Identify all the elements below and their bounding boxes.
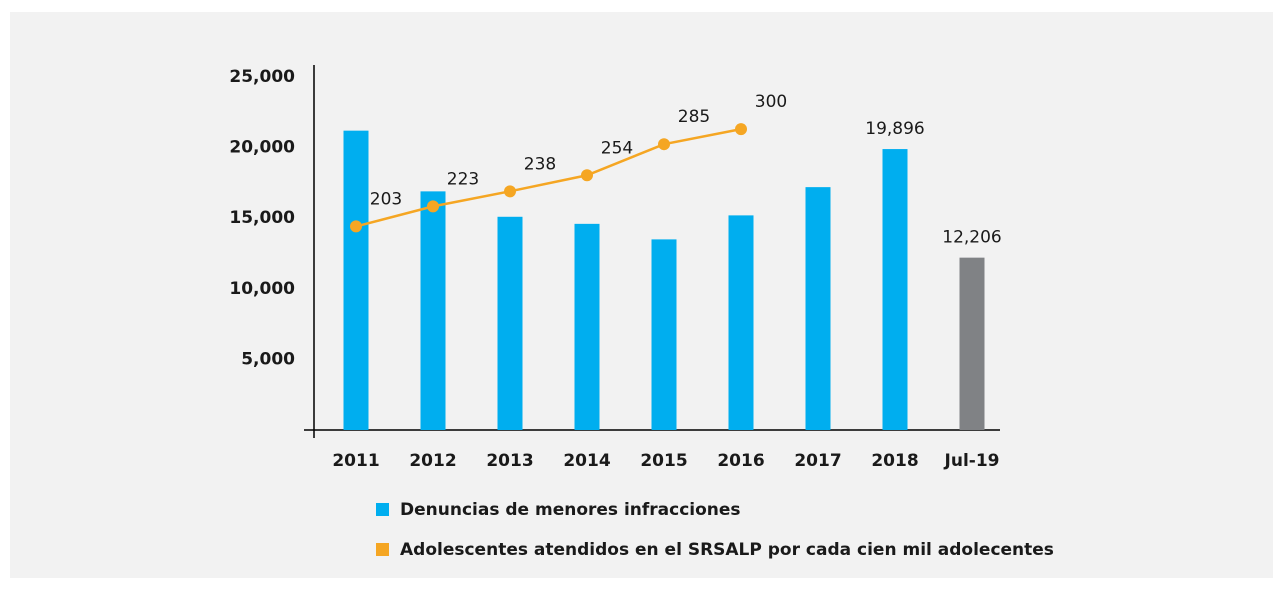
legend-label: Adolescentes atendidos en el SRSALP por … — [400, 540, 1054, 560]
panel — [10, 12, 1273, 578]
y-tick-label: 15,000 — [229, 208, 295, 228]
legend-swatch — [376, 503, 389, 516]
line-point — [735, 123, 747, 136]
x-tick-label: 2014 — [563, 451, 610, 471]
data-label: 238 — [524, 154, 556, 174]
line — [355, 127, 742, 228]
data-label: 19,896 — [865, 119, 924, 139]
x-tick-label: 2018 — [871, 451, 918, 471]
y-tick-label: 10,000 — [229, 279, 295, 299]
bar — [882, 149, 908, 430]
y-tick-label: 25,000 — [229, 67, 295, 87]
line-point — [581, 169, 593, 182]
bar — [959, 257, 985, 430]
data-label: 300 — [755, 92, 787, 112]
x-tick-label: 2013 — [486, 451, 533, 471]
bar — [728, 215, 754, 430]
x-tick-label: Jul-19 — [944, 451, 1000, 471]
bar — [651, 239, 677, 430]
bar — [574, 223, 600, 430]
bar — [343, 130, 369, 430]
y-tick-label: 5,000 — [241, 349, 295, 369]
line-point — [427, 200, 439, 213]
y-tick-label: 20,000 — [229, 138, 295, 158]
data-label: 285 — [678, 107, 710, 127]
data-label: 203 — [370, 189, 402, 209]
x-tick-label: 2017 — [794, 451, 841, 471]
line-point — [658, 138, 670, 151]
bar — [420, 191, 446, 430]
line-point — [350, 220, 362, 233]
bar — [497, 216, 523, 430]
legend-swatch — [376, 543, 389, 556]
legend-label: Denuncias de menores infracciones — [400, 500, 741, 520]
data-label: 223 — [447, 169, 479, 189]
x-tick-label: 2016 — [717, 451, 764, 471]
x-tick-label: 2011 — [332, 451, 379, 471]
x-tick-label: 2015 — [640, 451, 687, 471]
line-point — [504, 185, 516, 198]
bar — [805, 187, 831, 430]
data-label: 12,206 — [942, 228, 1001, 248]
x-tick-label: 2012 — [409, 451, 456, 471]
data-label: 254 — [601, 138, 633, 158]
